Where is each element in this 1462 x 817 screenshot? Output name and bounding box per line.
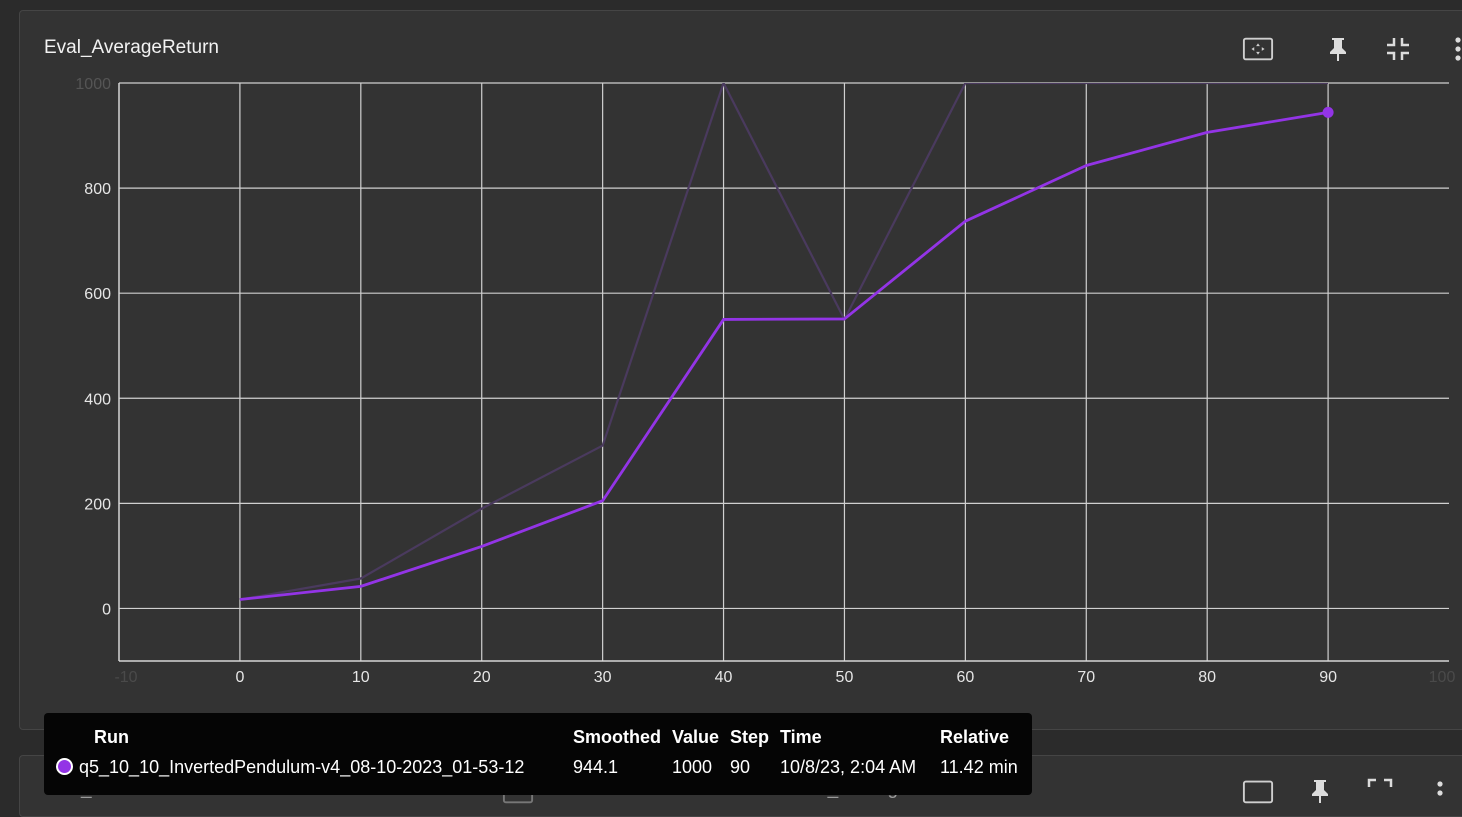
grid-layer <box>118 82 1449 662</box>
x-tick-label: -10 <box>114 669 137 686</box>
tooltip-smoothed: 944.1 <box>573 757 619 777</box>
lower-right-more-vert-icon[interactable] <box>1424 776 1456 806</box>
tooltip-run-cell: q5_10_10_InvertedPendulum-v4_08-10-2023_… <box>56 754 573 781</box>
lower-right-pin-icon[interactable] <box>1304 776 1336 806</box>
tooltip-relative: 11.42 min <box>940 757 1018 777</box>
header-value: Value <box>672 727 720 747</box>
header-relative: Relative <box>940 727 1010 747</box>
series-layer <box>239 83 1334 601</box>
line-chart[interactable]: 0 200 400 600 800 1000 -10 0 10 20 30 40 50 60 70 80 90… <box>0 0 1462 700</box>
run-color-dot-icon <box>56 758 73 775</box>
x-tick-label: 100 <box>1429 669 1456 686</box>
x-tick-label: 20 <box>473 669 491 686</box>
lower-right-fit-domain-icon[interactable] <box>1242 776 1274 806</box>
tooltip-run: q5_10_10_InvertedPendulum-v4_08-10-2023_… <box>79 757 525 777</box>
x-tick-label: 80 <box>1198 669 1216 686</box>
y-tick-label: 0 <box>102 601 111 618</box>
chart-title: Eval_AverageReturn <box>44 37 219 58</box>
tooltip-step: 90 <box>730 757 751 777</box>
x-tick-label: 0 <box>235 669 244 686</box>
x-tick-label: 10 <box>352 669 370 686</box>
y-tick-label: 1000 <box>75 76 111 93</box>
x-tick-label: 40 <box>715 669 733 686</box>
x-tick-labels: -10 0 10 20 30 40 50 60 70 80 90 100 <box>114 669 1455 686</box>
y-tick-label: 200 <box>84 496 111 513</box>
tooltip-time: 10/8/23, 2:04 AM <box>780 757 917 777</box>
more-vert-icon[interactable] <box>1442 33 1462 65</box>
y-tick-label: 600 <box>84 286 111 303</box>
x-tick-label: 50 <box>836 669 854 686</box>
header-smoothed: Smoothed <box>573 727 661 747</box>
pin-icon[interactable] <box>1322 33 1354 65</box>
x-tick-label: 70 <box>1077 669 1095 686</box>
y-tick-labels: 0 200 400 600 800 1000 <box>75 76 111 618</box>
collapse-icon[interactable] <box>1382 33 1414 65</box>
raw-series-line[interactable] <box>239 83 1329 601</box>
tooltip-row: q5_10_10_InvertedPendulum-v4_08-10-2023_… <box>56 754 1018 781</box>
tooltip-table: Run Smoothed Value Step Time Relative q5… <box>56 725 1018 781</box>
tooltip-header-row: Run Smoothed Value Step Time Relative <box>56 725 1018 754</box>
x-tick-label: 90 <box>1319 669 1337 686</box>
x-tick-label: 60 <box>956 669 974 686</box>
highlight-point[interactable] <box>1322 106 1334 118</box>
header-step: Step <box>730 727 770 747</box>
x-tick-label: 30 <box>594 669 612 686</box>
header-time: Time <box>780 727 822 747</box>
tooltip-value: 1000 <box>672 757 713 777</box>
smoothed-series-line[interactable] <box>239 110 1329 601</box>
fit-domain-icon[interactable] <box>1242 33 1274 65</box>
y-tick-label: 400 <box>84 391 111 408</box>
lower-right-expand-icon[interactable] <box>1364 776 1396 806</box>
y-tick-label: 800 <box>84 181 111 198</box>
header-run: Run <box>94 727 129 747</box>
data-tooltip: Run Smoothed Value Step Time Relative q5… <box>44 713 1032 795</box>
